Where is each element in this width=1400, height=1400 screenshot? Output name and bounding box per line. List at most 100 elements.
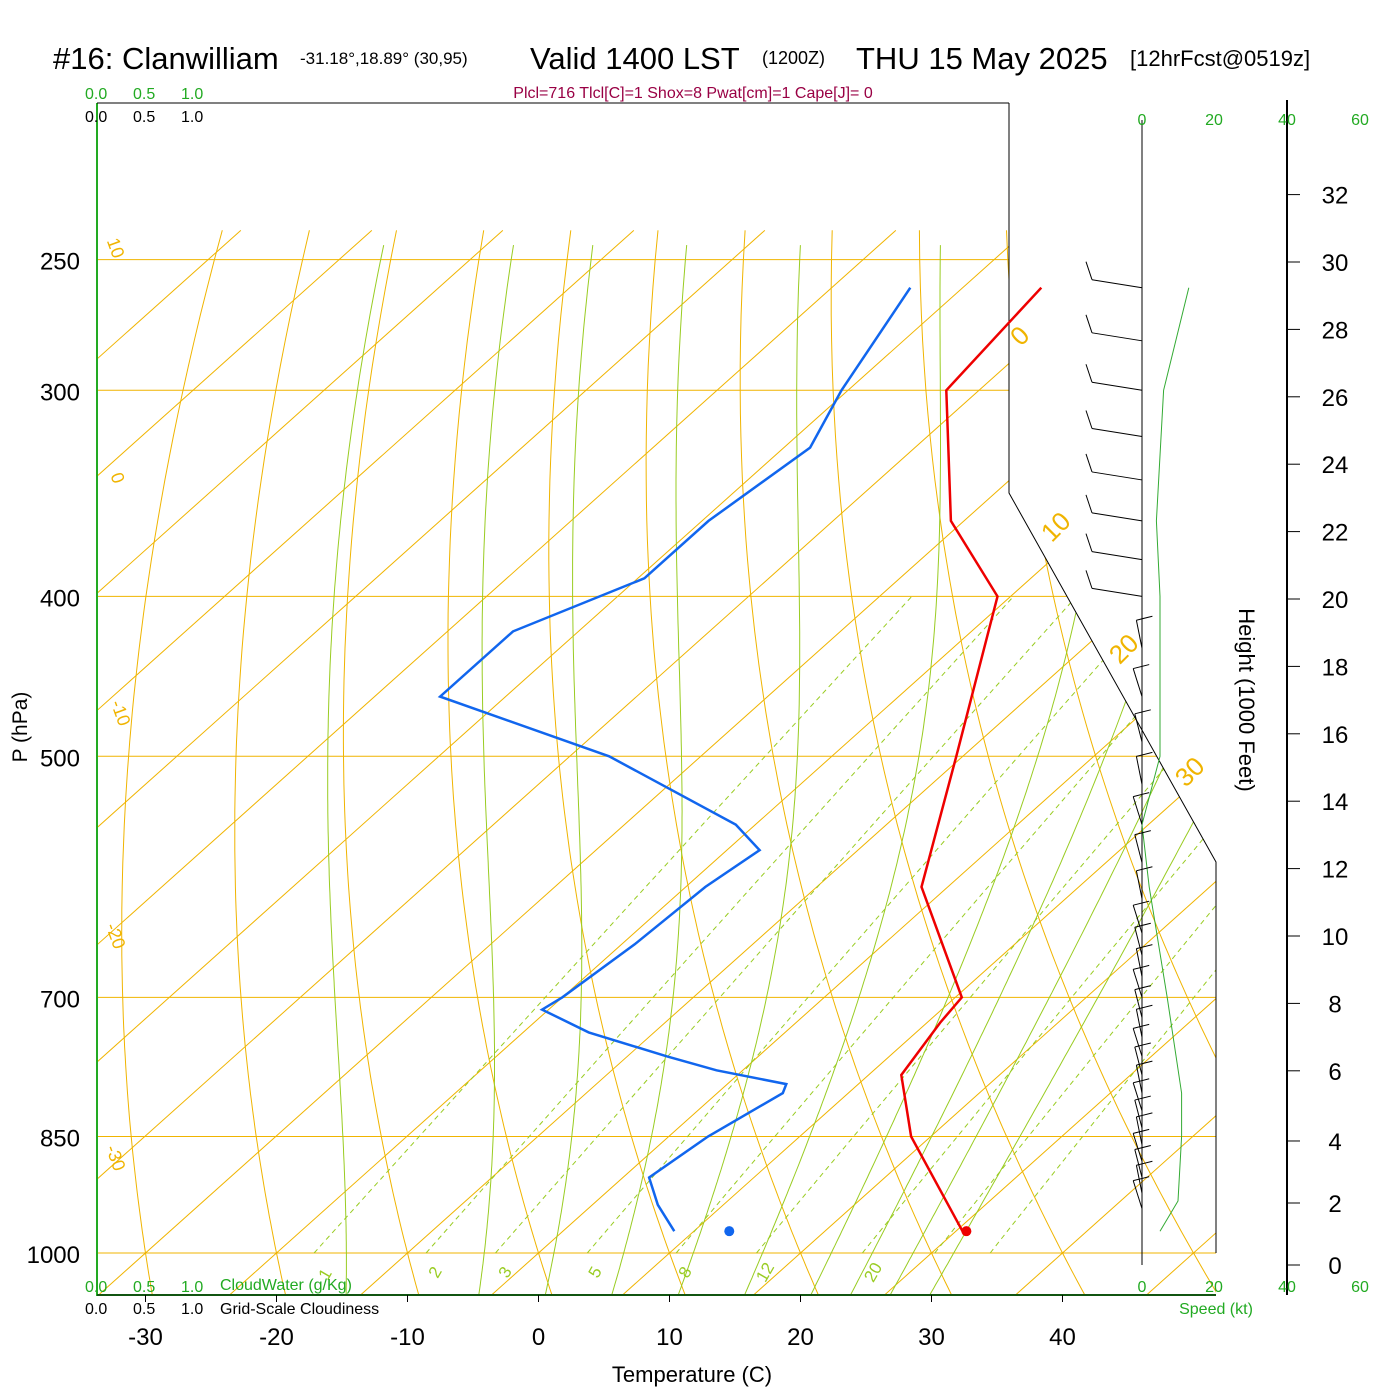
speed-top-40: 40 bbox=[1278, 112, 1296, 129]
isotherm-line bbox=[869, 229, 1216, 1295]
wind-barb-flag bbox=[1134, 922, 1151, 928]
wind-barb-flag bbox=[1136, 1060, 1153, 1066]
wind-barb bbox=[1132, 1082, 1143, 1111]
mixing-ratio-line bbox=[989, 596, 1216, 1254]
isotherm-label: 10 bbox=[1035, 506, 1077, 548]
x-axis-title: Temperature (C) bbox=[612, 1362, 772, 1387]
pressure-tick-label: 300 bbox=[40, 379, 80, 406]
moist-adiabat-line bbox=[607, 245, 688, 1295]
wind-barb-flag bbox=[1136, 1004, 1153, 1010]
moist-adiabat-line bbox=[672, 245, 801, 1295]
isotherm-line bbox=[97, 229, 635, 1295]
mixing-ratio-line bbox=[586, 596, 1160, 1254]
sounding-indices: Plcl=716 Tlcl[C]=1 Shox=8 Pwat[cm]=1 Cap… bbox=[513, 85, 873, 102]
utc-time: (1200Z) bbox=[762, 48, 825, 68]
dry-adiabat-line bbox=[548, 230, 691, 1295]
isotherm-line bbox=[97, 229, 1028, 1295]
isotherm-label: 10 bbox=[103, 235, 129, 261]
wind-barb-flag bbox=[1085, 314, 1093, 333]
isotherm-line bbox=[97, 229, 1159, 1295]
moist-adiabat-line bbox=[843, 245, 1216, 1295]
wind-barb-flag bbox=[1133, 964, 1150, 970]
height-tick-label: 10 bbox=[1322, 924, 1349, 951]
isotherm-label: -30 bbox=[102, 1142, 130, 1173]
wind-barb bbox=[1091, 512, 1143, 522]
wind-barb-flag bbox=[1136, 751, 1153, 757]
height-tick-label: 0 bbox=[1328, 1253, 1341, 1280]
cloudwater-bottom-1: 1.0 bbox=[181, 1279, 203, 1296]
wind-barb bbox=[1135, 1065, 1143, 1094]
wind-barb bbox=[1132, 1028, 1143, 1057]
moist-adiabat-line bbox=[921, 244, 1216, 1295]
wind-barb bbox=[1091, 587, 1143, 597]
dry-adiabat-line bbox=[918, 230, 1216, 1295]
wind-barb bbox=[1134, 927, 1143, 956]
wind-barb-flag bbox=[1133, 1078, 1150, 1084]
wind-barb-flag bbox=[1136, 944, 1153, 950]
wind-barb-flag bbox=[1085, 494, 1093, 514]
moist-adiabat-line bbox=[476, 245, 514, 1295]
wind-barb bbox=[1091, 381, 1143, 391]
cloudwater-top-05: 0.5 bbox=[133, 86, 155, 103]
isotherm-line bbox=[1000, 229, 1216, 1295]
moist-adiabat-line bbox=[738, 245, 941, 1295]
right-boundary-line bbox=[1008, 103, 1217, 1253]
mixing-ratio-label: 3 bbox=[495, 1263, 516, 1281]
speed-label: Speed (kt) bbox=[1179, 1301, 1253, 1318]
height-tick-label: 22 bbox=[1322, 520, 1349, 547]
temperature-line bbox=[899, 286, 1043, 1232]
cloudiness-bottom-1: 1.0 bbox=[181, 1301, 203, 1318]
moist-adiabat-line bbox=[803, 245, 1113, 1295]
wind-barb bbox=[1091, 279, 1143, 289]
mixing-ratio-line bbox=[313, 596, 913, 1254]
wind-barb-flag bbox=[1133, 664, 1150, 670]
temperature-tick-label: 40 bbox=[1049, 1324, 1076, 1351]
height-tick-label: 12 bbox=[1322, 857, 1349, 884]
wind-barb bbox=[1132, 796, 1143, 825]
wind-barb-flag bbox=[1136, 615, 1153, 621]
dry-adiabat-line bbox=[830, 230, 1093, 1295]
wind-barb bbox=[1132, 969, 1143, 998]
temperature-tick-label: 20 bbox=[787, 1324, 814, 1351]
speed-bottom-0: 0 bbox=[1138, 1279, 1147, 1296]
height-tick-label: 32 bbox=[1322, 183, 1349, 210]
wind-barb bbox=[1135, 870, 1143, 899]
height-tick-label: 6 bbox=[1328, 1059, 1341, 1086]
height-tick-label: 14 bbox=[1322, 789, 1349, 816]
mixing-ratio-label: 8 bbox=[675, 1263, 696, 1281]
speed-bottom-60: 60 bbox=[1351, 1279, 1369, 1296]
dry-adiabat-line bbox=[1355, 230, 1400, 1308]
cloudiness-bottom-0: 0.0 bbox=[85, 1301, 107, 1318]
isotherm-line bbox=[97, 229, 897, 1295]
wind-barb bbox=[1134, 1046, 1143, 1076]
station-coords: -31.18°,18.89° (30,95) bbox=[300, 49, 468, 68]
mixing-ratio-line bbox=[862, 596, 1216, 1254]
isotherm-line bbox=[97, 229, 1216, 1295]
wind-barb bbox=[1135, 948, 1143, 977]
cloudiness-bottom-05: 0.5 bbox=[133, 1301, 155, 1318]
mixing-ratio-line bbox=[934, 596, 1216, 1254]
wind-barb bbox=[1132, 668, 1143, 697]
pressure-tick-label: 850 bbox=[40, 1126, 80, 1153]
wind-barb-flag bbox=[1134, 985, 1151, 991]
mixing-ratio-label: 12 bbox=[752, 1259, 778, 1285]
wind-barb-flag bbox=[1133, 1128, 1150, 1134]
speed-profile-line bbox=[1141, 287, 1190, 1232]
temperature-tick-label: -10 bbox=[390, 1324, 425, 1351]
wind-barb-flag bbox=[1085, 364, 1093, 383]
speed-top-60: 60 bbox=[1351, 112, 1369, 129]
wind-barb bbox=[1135, 620, 1143, 649]
wind-barb-flag bbox=[1085, 533, 1093, 552]
speed-bottom-40: 40 bbox=[1278, 1279, 1296, 1296]
surface-dewpoint-marker bbox=[724, 1226, 735, 1237]
temperature-tick-label: 10 bbox=[656, 1324, 683, 1351]
wind-barb bbox=[1091, 428, 1143, 437]
isotherm-label: -10 bbox=[107, 697, 135, 728]
wind-barb-flag bbox=[1134, 1145, 1151, 1150]
height-tick-label: 20 bbox=[1322, 587, 1349, 614]
wind-barb bbox=[1134, 834, 1143, 863]
moist-adiabat-line bbox=[327, 244, 385, 1295]
mixing-ratio-line bbox=[756, 596, 1216, 1254]
dry-adiabat-line bbox=[1180, 230, 1216, 1295]
